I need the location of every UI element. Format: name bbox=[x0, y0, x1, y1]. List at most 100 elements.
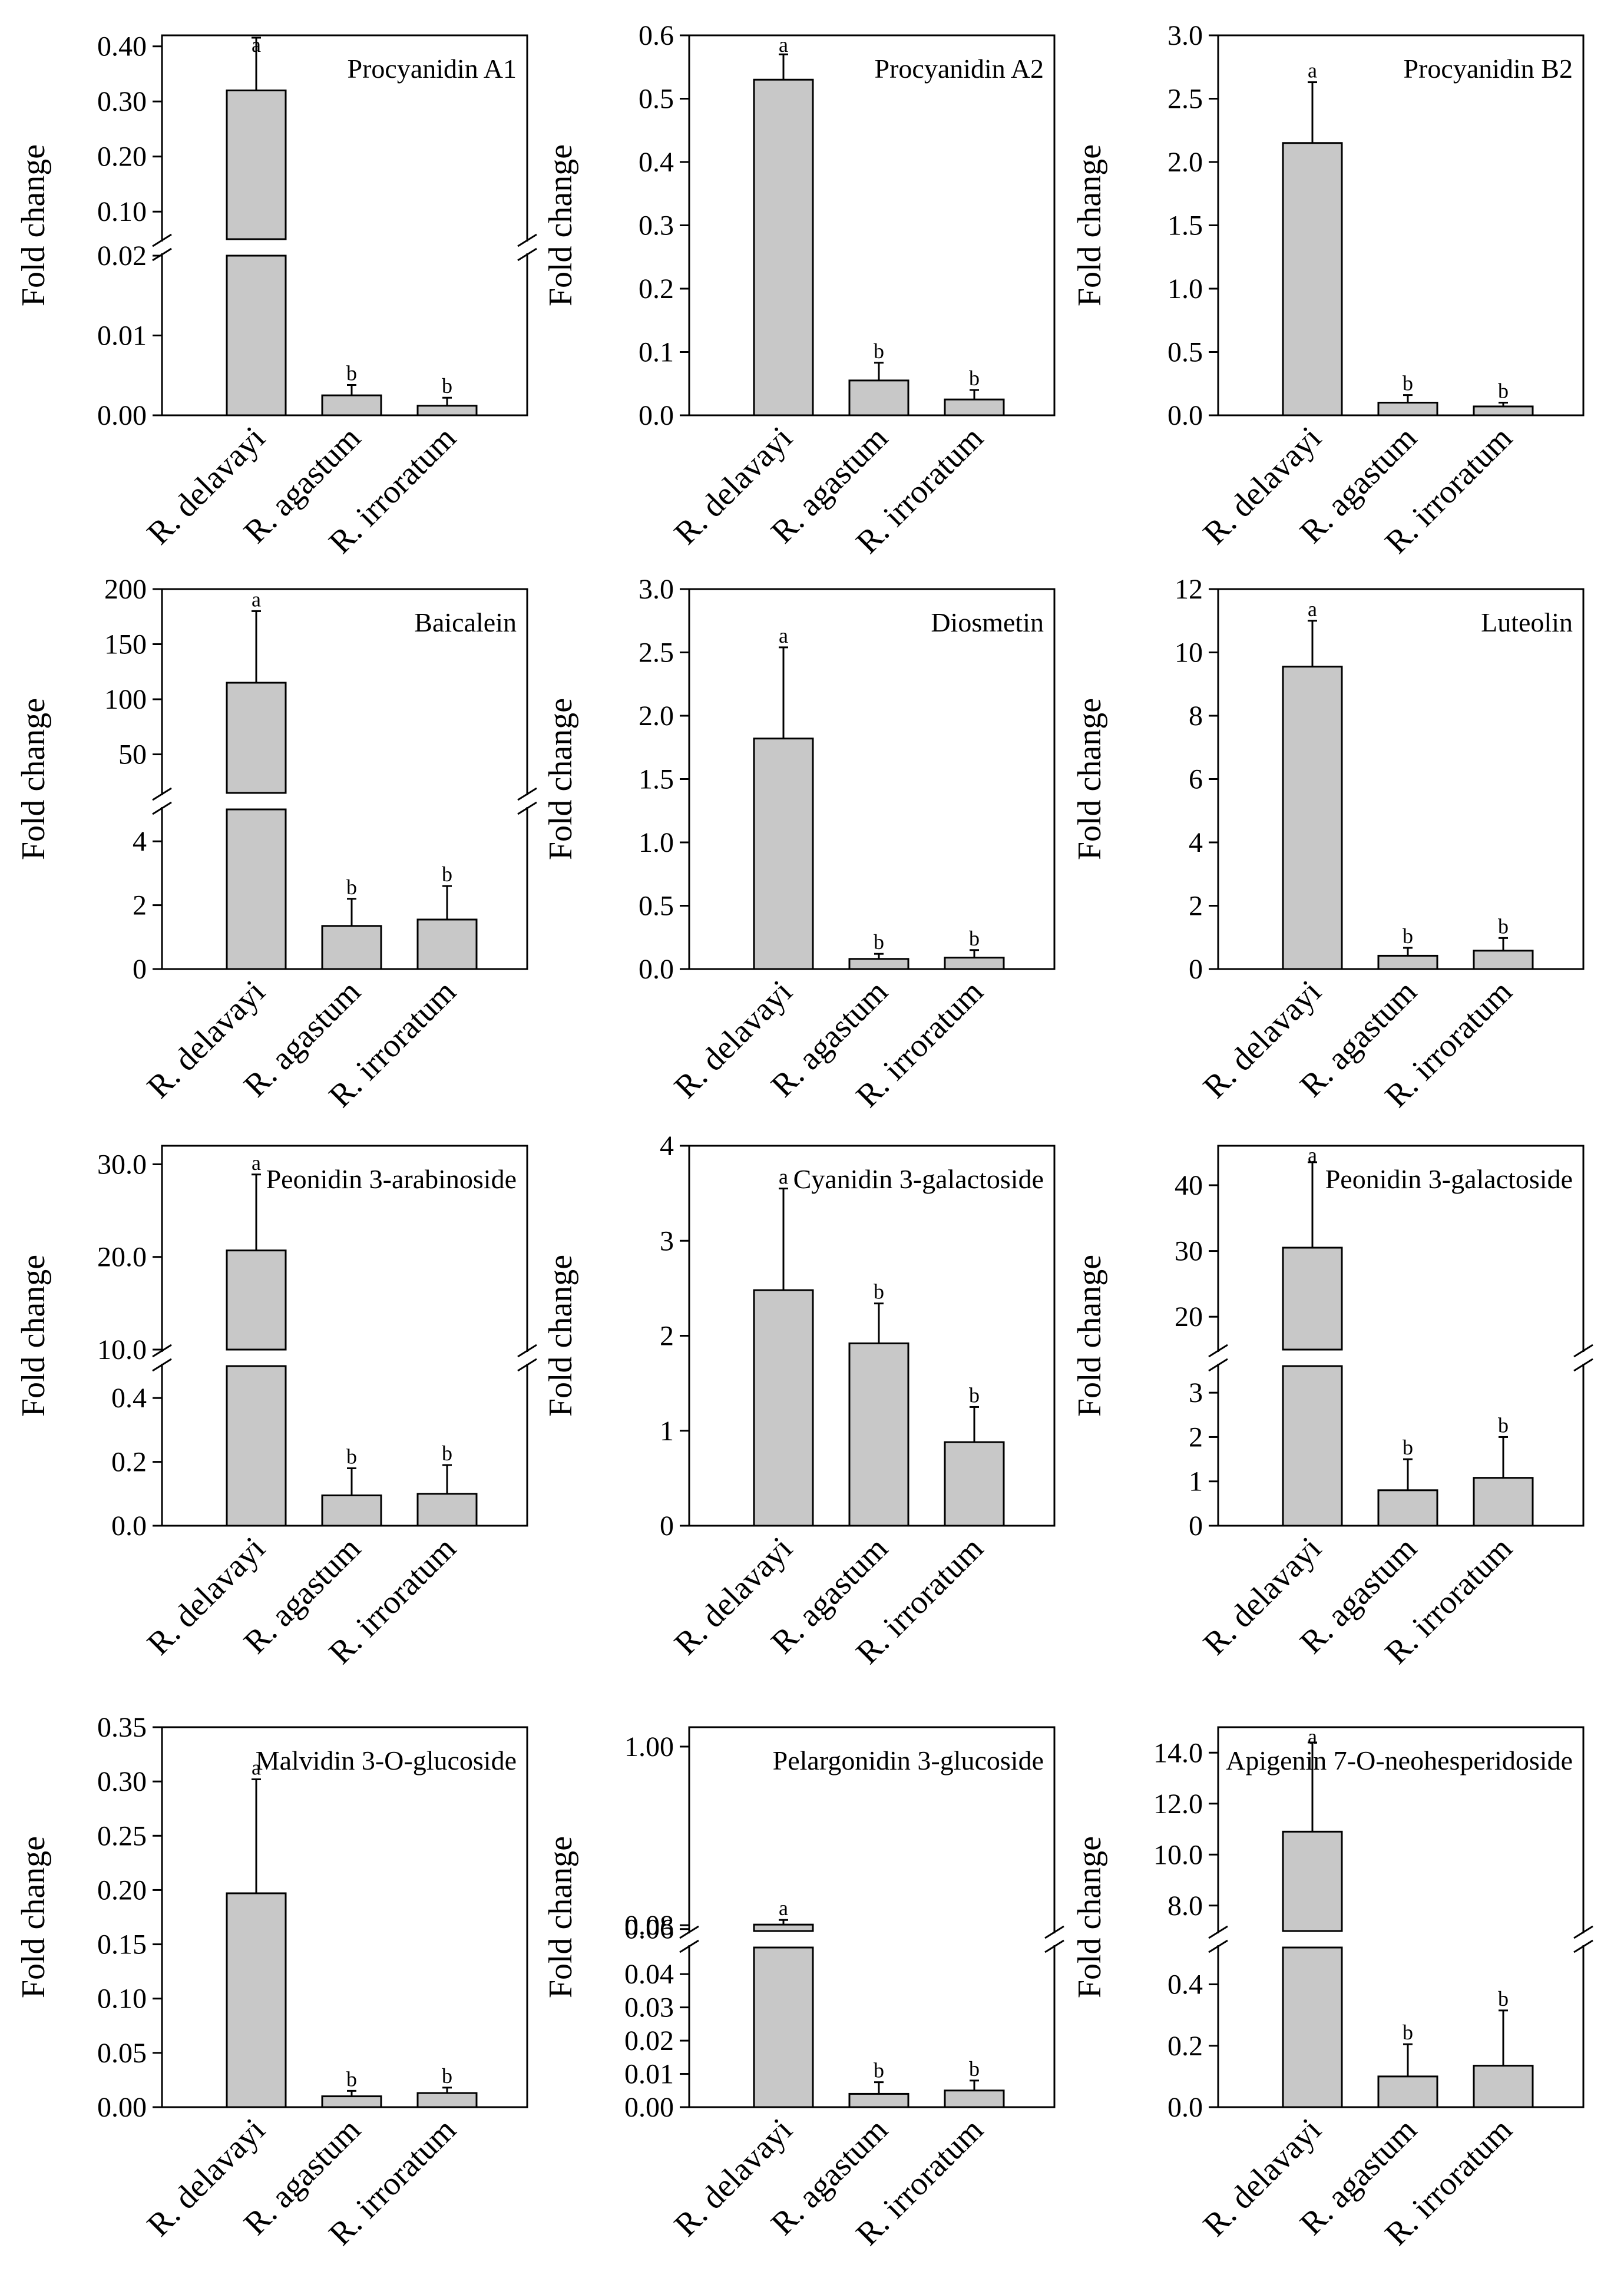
y-tick-label: 0.1 bbox=[639, 337, 674, 368]
bar bbox=[1473, 950, 1534, 970]
y-tick-label: 0.01 bbox=[624, 2059, 674, 2090]
y-tick-label: 0.00 bbox=[97, 2092, 147, 2123]
bar bbox=[321, 394, 382, 416]
y-tick-label: 0.00 bbox=[97, 400, 147, 431]
significance-letter: b bbox=[442, 1441, 452, 1465]
axis-break-mark bbox=[517, 1358, 537, 1372]
y-tick-label: 1 bbox=[660, 1416, 674, 1447]
y-tick-label: 0.02 bbox=[97, 240, 147, 272]
significance-letter: a bbox=[1308, 59, 1317, 82]
y-tick-label: 0.03 bbox=[624, 1992, 674, 2024]
bar bbox=[753, 1923, 814, 1932]
significance-letter: a bbox=[779, 1896, 788, 1920]
y-tick-label: 50 bbox=[118, 739, 147, 771]
significance-letter: b bbox=[346, 2067, 357, 2091]
y-tick-label: 0.0 bbox=[1167, 400, 1203, 431]
plot-frame bbox=[688, 34, 1056, 416]
y-tick-label: 30.0 bbox=[97, 1149, 147, 1180]
significance-letter: b bbox=[442, 2064, 452, 2088]
chart-panel: Fold change Malvidin 3-O-glucoside 0.00 0.0… bbox=[15, 1712, 528, 2253]
axis-break-gap bbox=[160, 1352, 164, 1364]
bar bbox=[416, 2092, 478, 2108]
y-axis-label: Fold change bbox=[1071, 698, 1108, 860]
bar bbox=[1473, 1477, 1534, 1527]
axis-break-mark bbox=[152, 247, 172, 262]
bar bbox=[226, 254, 287, 416]
y-tick-label: 0.35 bbox=[97, 1712, 147, 1743]
bar bbox=[321, 2095, 382, 2108]
y-tick-label: 1.5 bbox=[1167, 210, 1203, 242]
y-tick-label: 0.10 bbox=[97, 196, 147, 227]
axis-break-mark bbox=[152, 233, 172, 247]
axis-break-mark bbox=[679, 1925, 699, 1939]
y-tick-label: 1.0 bbox=[1167, 273, 1203, 305]
bar bbox=[1282, 1365, 1343, 1527]
y-tick-label: 20 bbox=[1175, 1301, 1203, 1333]
significance-letter: a bbox=[252, 1755, 261, 1779]
bar bbox=[1282, 1247, 1343, 1351]
chart-title: Procyanidin A1 bbox=[348, 54, 517, 84]
y-tick-label: 100 bbox=[104, 684, 147, 715]
y-tick-label: 2.5 bbox=[1167, 84, 1203, 115]
y-axis-label: Fold change bbox=[543, 1255, 579, 1417]
bar bbox=[944, 398, 1005, 416]
y-tick-label: 12 bbox=[1175, 574, 1203, 605]
axis-break-mark bbox=[1573, 1925, 1593, 1939]
axis-break-gap bbox=[525, 1352, 530, 1364]
axis-break-mark bbox=[517, 233, 537, 247]
significance-letter: b bbox=[969, 2057, 980, 2081]
y-tick-label: 0.3 bbox=[639, 210, 674, 242]
bar bbox=[226, 1365, 287, 1527]
bar bbox=[226, 90, 287, 240]
axis-break-mark bbox=[152, 1358, 172, 1372]
significance-letter: a bbox=[779, 1165, 788, 1189]
bar bbox=[416, 918, 478, 970]
y-tick-label: 8 bbox=[1189, 700, 1203, 732]
chart-panel: Fold change Peonidin 3-arabinoside 0.0 0.2 0… bbox=[15, 1145, 537, 1671]
y-tick-label: 0.6 bbox=[639, 20, 674, 51]
significance-letter: b bbox=[1498, 914, 1509, 938]
y-tick-label: 0.2 bbox=[1167, 2031, 1203, 2062]
axis-break-mark bbox=[1044, 1925, 1064, 1939]
significance-letter: b bbox=[442, 862, 452, 886]
y-axis-label: Fold change bbox=[1071, 1836, 1108, 1998]
bar bbox=[321, 1495, 382, 1527]
bar bbox=[753, 738, 814, 970]
bar bbox=[416, 1493, 478, 1527]
plot-frame bbox=[161, 1145, 528, 1527]
y-tick-label: 10.0 bbox=[97, 1334, 147, 1365]
y-tick-label: 0.40 bbox=[97, 31, 147, 62]
y-tick-label: 10 bbox=[1175, 637, 1203, 669]
y-tick-label: 20.0 bbox=[97, 1242, 147, 1273]
chart-title: Cyanidin 3-galactoside bbox=[793, 1164, 1044, 1194]
y-tick-label: 0.0 bbox=[1167, 2092, 1203, 2123]
bar bbox=[944, 2089, 1005, 2108]
y-tick-label: 0.4 bbox=[111, 1383, 147, 1414]
y-tick-label: 1.5 bbox=[639, 764, 674, 795]
axis-break-gap bbox=[160, 242, 164, 253]
significance-letter: a bbox=[1308, 1143, 1317, 1167]
y-tick-label: 0.02 bbox=[624, 2025, 674, 2056]
chart-panel: Fold change Apigenin 7-O-neohesperidoside… bbox=[1071, 1725, 1593, 2253]
y-tick-label: 6 bbox=[1189, 764, 1203, 795]
significance-letter: b bbox=[1403, 372, 1413, 395]
y-tick-label: 0.25 bbox=[97, 1820, 147, 1851]
y-tick-label: 0.0 bbox=[639, 954, 674, 985]
chart-panel: Fold change Procyanidin A1 0.00 0.01 0.02 0.1… bbox=[15, 31, 537, 561]
significance-letter: b bbox=[874, 1280, 884, 1304]
y-axis-label: Fold change bbox=[1071, 144, 1108, 306]
y-tick-label: 2.0 bbox=[1167, 147, 1203, 178]
y-axis-label: Fold change bbox=[15, 698, 52, 860]
bar bbox=[753, 78, 814, 416]
chart-title: Apigenin 7-O-neohesperidoside bbox=[1226, 1745, 1573, 1775]
significance-letter: b bbox=[969, 366, 980, 390]
y-axis-label: Fold change bbox=[15, 144, 52, 306]
bar bbox=[944, 957, 1005, 970]
bar bbox=[944, 1441, 1005, 1527]
y-tick-label: 4 bbox=[1189, 827, 1203, 858]
significance-letter: b bbox=[1403, 1436, 1413, 1459]
significance-letter: b bbox=[346, 875, 357, 899]
